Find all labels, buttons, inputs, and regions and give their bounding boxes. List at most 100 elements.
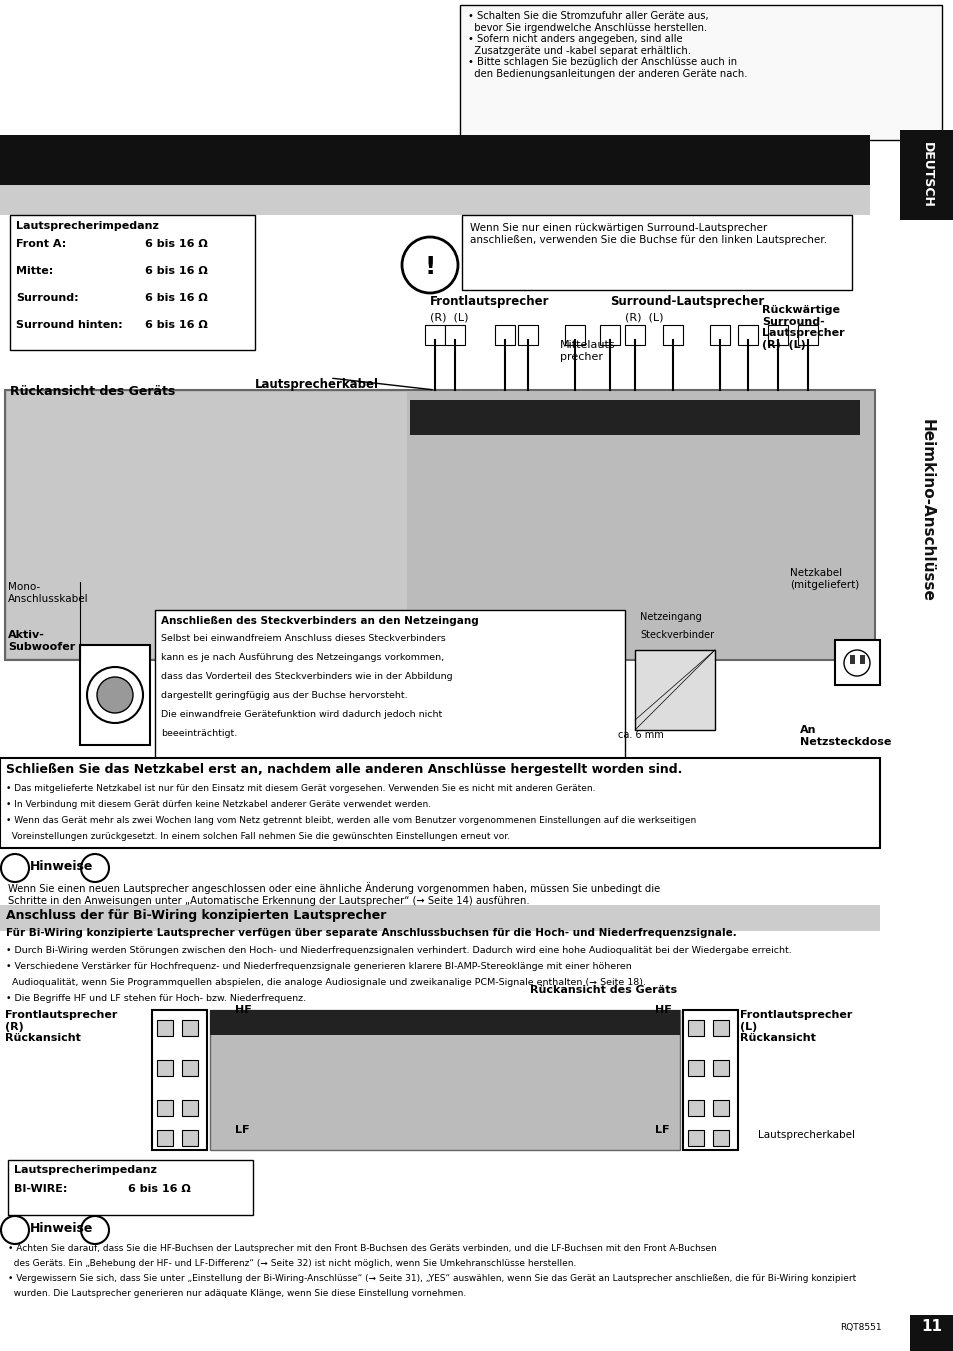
Text: Schließen Sie das Netzkabel erst an, nachdem alle anderen Anschlüsse hergestellt: Schließen Sie das Netzkabel erst an, nac… <box>6 763 681 775</box>
Bar <box>182 1061 198 1075</box>
Bar <box>8 1161 253 1215</box>
Text: (R)  (L): (R) (L) <box>430 312 468 322</box>
Bar <box>444 326 464 345</box>
Bar <box>182 1129 198 1146</box>
Text: 6 bis 16 Ω: 6 bis 16 Ω <box>145 239 208 249</box>
Text: des Geräts. Ein „Behebung der HF- und LF-Differenz“ (➞ Seite 32) ist nicht mögli: des Geräts. Ein „Behebung der HF- und LF… <box>8 1259 576 1269</box>
Bar <box>0 758 879 848</box>
Text: Lautsprecherkabel: Lautsprecherkabel <box>254 378 378 390</box>
Text: Heimkino-Anschlüsse: Heimkino-Anschlüsse <box>919 419 934 601</box>
Text: 11: 11 <box>921 1319 942 1333</box>
Text: Steckverbinder: Steckverbinder <box>639 630 714 640</box>
Bar <box>157 1020 172 1036</box>
Text: DEUTSCH: DEUTSCH <box>920 142 933 208</box>
Text: An
Netzsteckdose: An Netzsteckdose <box>800 725 890 747</box>
Text: LF: LF <box>655 1125 669 1135</box>
Text: Selbst bei einwandfreiem Anschluss dieses Steckverbinders: Selbst bei einwandfreiem Anschluss diese… <box>161 634 445 643</box>
Text: dargestellt geringfügig aus der Buchse hervorsteht.: dargestellt geringfügig aus der Buchse h… <box>161 690 407 700</box>
Text: Rückansicht des Geräts: Rückansicht des Geräts <box>10 385 175 399</box>
Bar <box>849 655 854 663</box>
Text: Wenn Sie nur einen rückwärtigen Surround-Lautsprecher
anschließen, verwenden Sie: Wenn Sie nur einen rückwärtigen Surround… <box>470 223 826 245</box>
Text: • Die Begriffe HF und LF stehen für Hoch- bzw. Niederfrequenz.: • Die Begriffe HF und LF stehen für Hoch… <box>6 994 306 1002</box>
Text: LF: LF <box>234 1125 250 1135</box>
Bar <box>767 326 787 345</box>
Bar <box>687 1129 703 1146</box>
Bar <box>80 644 150 744</box>
Text: Voreinstellungen zurückgesetzt. In einem solchen Fall nehmen Sie die gewünschten: Voreinstellungen zurückgesetzt. In einem… <box>6 832 510 842</box>
Text: 6 bis 16 Ω: 6 bis 16 Ω <box>145 266 208 276</box>
Text: Frontlautsprecher: Frontlautsprecher <box>430 295 549 308</box>
Text: Rückansicht des Geräts: Rückansicht des Geräts <box>530 985 677 994</box>
Text: Netzkabel
(mitgeliefert): Netzkabel (mitgeliefert) <box>789 567 859 589</box>
Text: Anschließen des Steckverbinders an den Netzeingang: Anschließen des Steckverbinders an den N… <box>161 616 478 626</box>
Bar <box>0 905 879 931</box>
Text: 6 bis 16 Ω: 6 bis 16 Ω <box>128 1183 191 1194</box>
Text: • Durch Bi-Wiring werden Störungen zwischen den Hoch- und Niederfrequenzsignalen: • Durch Bi-Wiring werden Störungen zwisc… <box>6 946 791 955</box>
Bar <box>687 1061 703 1075</box>
Text: Surround-Lautsprecher: Surround-Lautsprecher <box>609 295 763 308</box>
Text: • Verschiedene Verstärker für Hochfrequenz- und Niederfrequenzsignale generieren: • Verschiedene Verstärker für Hochfreque… <box>6 962 631 971</box>
Bar <box>738 326 758 345</box>
Circle shape <box>97 677 132 713</box>
Bar <box>10 215 254 350</box>
Bar <box>5 390 874 661</box>
Text: Lautsprecherimpedanz: Lautsprecherimpedanz <box>14 1165 156 1175</box>
Text: 6 bis 16 Ω: 6 bis 16 Ω <box>145 320 208 330</box>
Bar <box>712 1061 728 1075</box>
Bar <box>182 1020 198 1036</box>
Text: Netzeingang: Netzeingang <box>639 612 701 621</box>
Text: • Achten Sie darauf, dass Sie die HF-Buchsen der Lautsprecher mit den Front B-Bu: • Achten Sie darauf, dass Sie die HF-Buc… <box>8 1244 716 1252</box>
Bar <box>834 640 879 685</box>
Text: beeeinträchtigt.: beeeinträchtigt. <box>161 730 237 738</box>
Text: • Schalten Sie die Stromzufuhr aller Geräte aus,
  bevor Sie irgendwelche Anschl: • Schalten Sie die Stromzufuhr aller Ger… <box>468 11 747 78</box>
Bar <box>0 135 869 185</box>
Text: ca. 6 mm: ca. 6 mm <box>618 730 663 740</box>
Bar <box>687 1020 703 1036</box>
Bar <box>564 326 584 345</box>
Bar <box>495 326 515 345</box>
Text: Frontlautsprecher
(L)
Rückansicht: Frontlautsprecher (L) Rückansicht <box>740 1011 851 1043</box>
Text: Lautsprecherimpedanz: Lautsprecherimpedanz <box>16 222 159 231</box>
Text: BI-WIRE:: BI-WIRE: <box>14 1183 68 1194</box>
Bar <box>712 1100 728 1116</box>
Bar <box>154 611 624 761</box>
Bar <box>152 1011 207 1150</box>
Bar <box>210 1011 679 1150</box>
Bar <box>859 655 864 663</box>
Text: Front A:: Front A: <box>16 239 66 249</box>
Bar <box>635 650 714 730</box>
Bar <box>712 1020 728 1036</box>
Bar <box>712 1129 728 1146</box>
Text: • Vergewissern Sie sich, dass Sie unter „Einstellung der Bi-Wiring-Anschlüsse“ (: • Vergewissern Sie sich, dass Sie unter … <box>8 1274 856 1283</box>
Bar <box>210 1011 679 1035</box>
Text: Audioqualität, wenn Sie Programmquellen abspielen, die analoge Audiosignale und : Audioqualität, wenn Sie Programmquellen … <box>6 978 645 988</box>
Bar <box>7 392 407 658</box>
Text: Mittelauts
precher: Mittelauts precher <box>559 340 615 362</box>
Text: HF: HF <box>655 1005 671 1015</box>
Text: Lautsprecherkabel: Lautsprecherkabel <box>758 1129 854 1140</box>
Text: !: ! <box>424 255 436 280</box>
Bar <box>899 220 953 800</box>
Bar <box>662 326 682 345</box>
Bar <box>599 326 619 345</box>
Text: RQT8551: RQT8551 <box>840 1323 881 1332</box>
Bar <box>157 1100 172 1116</box>
Text: Surround:: Surround: <box>16 293 78 303</box>
Text: dass das Vorderteil des Steckverbinders wie in der Abbildung: dass das Vorderteil des Steckverbinders … <box>161 671 452 681</box>
Text: • Wenn das Gerät mehr als zwei Wochen lang vom Netz getrennt bleibt, werden alle: • Wenn das Gerät mehr als zwei Wochen la… <box>6 816 696 825</box>
Text: HF: HF <box>234 1005 252 1015</box>
Bar <box>682 1011 738 1150</box>
Text: 6 bis 16 Ω: 6 bis 16 Ω <box>145 293 208 303</box>
Text: (R)  (L): (R) (L) <box>624 312 662 322</box>
Bar <box>687 1100 703 1116</box>
Text: Anschluss der für Bi-Wiring konzipierten Lautsprecher: Anschluss der für Bi-Wiring konzipierten… <box>6 909 386 921</box>
Bar <box>709 326 729 345</box>
Bar <box>0 185 869 215</box>
Text: Hinweise: Hinweise <box>30 1223 93 1235</box>
Bar <box>182 1100 198 1116</box>
Bar <box>461 215 851 290</box>
Bar <box>624 326 644 345</box>
Text: • Das mitgelieferte Netzkabel ist nur für den Einsatz mit diesem Gerät vorgesehe: • Das mitgelieferte Netzkabel ist nur fü… <box>6 784 595 793</box>
Bar <box>909 1315 953 1351</box>
Text: Aktiv-
Subwoofer: Aktiv- Subwoofer <box>8 630 75 651</box>
